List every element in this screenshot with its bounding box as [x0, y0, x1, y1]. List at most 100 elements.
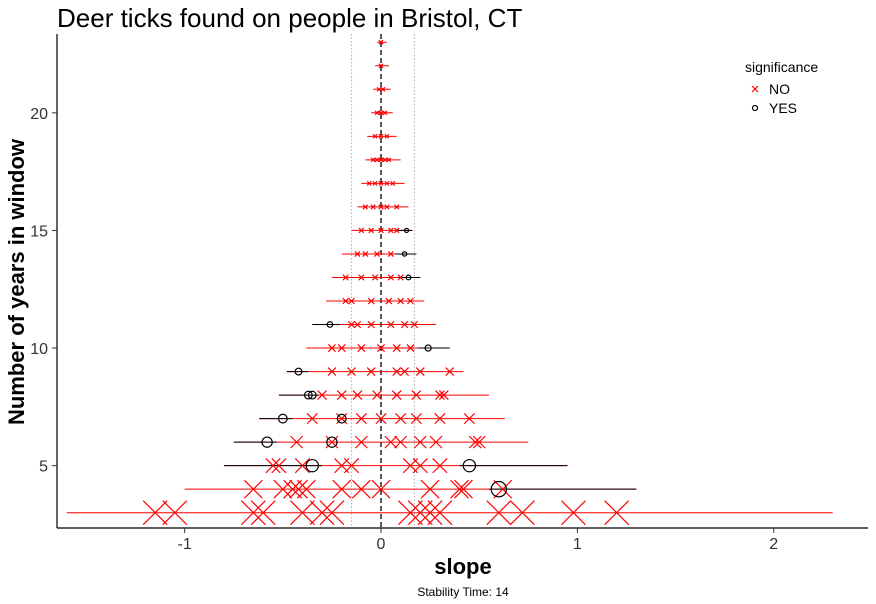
x-axis-title: slope	[434, 554, 491, 579]
non-significant-point	[351, 479, 371, 499]
non-significant-point	[412, 458, 428, 474]
x-marker-stroke	[406, 344, 415, 353]
x-marker-stroke	[372, 133, 378, 139]
non-significant-point	[347, 367, 356, 376]
x-marker-stroke	[378, 110, 384, 116]
x-marker-stroke	[250, 500, 276, 526]
non-significant-point	[309, 500, 335, 526]
non-significant-point	[395, 413, 407, 425]
x-marker-stroke	[387, 274, 395, 281]
x-marker-stroke	[354, 435, 368, 449]
x-marker-stroke	[382, 157, 388, 163]
x-marker-stroke	[392, 367, 402, 376]
non-significant-point	[413, 435, 427, 449]
significant-point	[490, 480, 508, 498]
non-significant-point	[342, 274, 349, 281]
non-significant-point	[385, 297, 393, 305]
non-significant-point	[420, 479, 440, 499]
significant-point	[277, 413, 288, 424]
non-significant-point	[397, 297, 405, 305]
non-significant-point	[378, 39, 384, 45]
non-significant-point	[380, 86, 386, 92]
x-marker-stroke	[374, 157, 380, 163]
x-marker-stroke	[378, 180, 384, 186]
x-marker-stroke	[162, 500, 188, 526]
non-significant-point	[367, 320, 375, 329]
x-marker-stroke	[271, 458, 287, 474]
x-marker-stroke	[397, 274, 404, 281]
x-marker-stroke	[351, 479, 371, 499]
non-significant-point	[417, 500, 443, 526]
non-significant-point	[367, 297, 375, 305]
x-marker-stroke	[378, 133, 384, 139]
x-marker-stroke	[243, 479, 263, 499]
non-significant-point	[162, 500, 188, 526]
non-significant-point	[362, 250, 369, 257]
x-marker-stroke	[327, 344, 336, 353]
x-marker-stroke	[434, 413, 446, 425]
non-significant-point	[432, 458, 448, 474]
non-significant-point	[493, 479, 513, 499]
x-tick-label: 1	[573, 536, 582, 553]
non-significant-point	[362, 204, 368, 210]
x-marker-stroke	[374, 250, 381, 257]
window-14	[341, 250, 417, 257]
non-significant-point	[374, 157, 380, 163]
x-marker-stroke	[387, 320, 395, 329]
non-significant-point	[372, 133, 378, 139]
non-significant-point	[366, 180, 372, 186]
window-5	[223, 458, 568, 474]
significant-point	[462, 458, 477, 473]
x-marker-stroke	[358, 274, 365, 281]
non-significant-point	[294, 458, 311, 474]
window-10	[306, 344, 450, 353]
non-significant-point	[388, 227, 394, 234]
window-8	[278, 390, 490, 401]
non-significant-point	[368, 227, 375, 234]
non-significant-point	[407, 297, 414, 305]
non-significant-point	[509, 500, 535, 526]
x-marker-stroke	[378, 157, 384, 163]
non-significant-point	[306, 413, 318, 425]
x-marker-stroke	[398, 500, 423, 526]
non-significant-point	[450, 479, 469, 499]
window-22	[375, 63, 389, 69]
non-significant-point	[354, 250, 361, 257]
non-significant-point	[327, 344, 336, 353]
non-significant-point	[317, 390, 328, 401]
non-significant-point	[243, 479, 263, 499]
x-marker-stroke	[468, 435, 482, 449]
x-marker-stroke	[378, 39, 384, 45]
window-11	[312, 320, 436, 329]
x-marker-stroke	[384, 180, 390, 186]
non-significant-point	[348, 297, 355, 305]
window-7	[259, 413, 505, 425]
non-significant-point	[415, 367, 425, 376]
x-marker-stroke	[306, 413, 318, 425]
x-marker-stroke	[397, 297, 405, 305]
window-18	[365, 157, 401, 163]
non-significant-point	[265, 458, 281, 474]
non-significant-point	[290, 500, 315, 526]
non-significant-point	[376, 344, 386, 353]
x-marker-stroke	[387, 250, 394, 257]
non-significant-point	[397, 274, 404, 281]
window-3	[66, 500, 833, 526]
window-20	[371, 110, 393, 116]
x-marker-stroke	[371, 274, 379, 281]
non-significant-point	[366, 367, 376, 376]
non-significant-point	[378, 227, 384, 234]
legend-label-no: NO	[769, 81, 790, 97]
legend-entries: NO YES	[751, 81, 797, 116]
x-marker-stroke	[445, 367, 455, 376]
window-9	[286, 367, 464, 376]
non-significant-point	[384, 204, 390, 210]
non-significant-point	[240, 500, 266, 526]
non-significant-point	[438, 390, 449, 401]
legend-key-yes	[751, 104, 759, 112]
x-marker-stroke	[378, 63, 384, 69]
non-significant-point	[410, 413, 422, 425]
non-significant-point	[427, 500, 453, 526]
x-marker-stroke	[388, 227, 394, 234]
x-marker-stroke	[394, 204, 400, 210]
